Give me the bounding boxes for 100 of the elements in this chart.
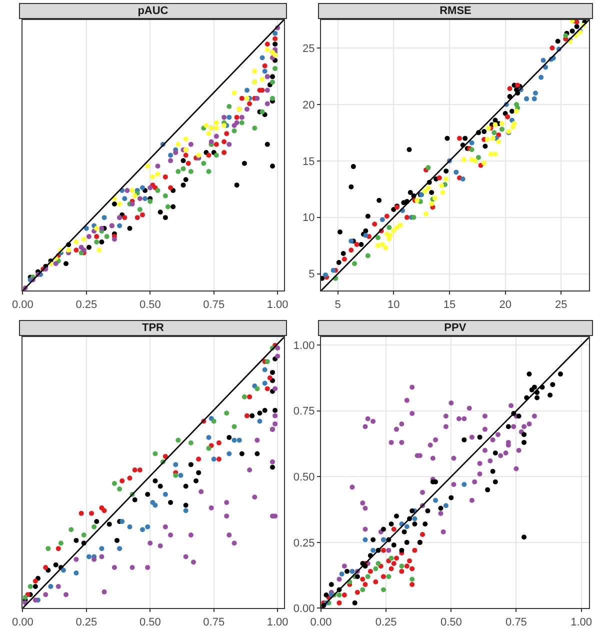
point	[158, 210, 163, 215]
point	[43, 592, 48, 598]
point	[127, 226, 132, 231]
point	[145, 164, 150, 169]
point	[404, 540, 410, 545]
point	[360, 587, 366, 592]
y-tick-label: 25	[302, 42, 315, 55]
point	[132, 497, 138, 502]
point	[534, 395, 540, 400]
x-tick-label: 0.50	[139, 298, 161, 311]
point	[216, 456, 222, 462]
point	[60, 568, 66, 573]
point	[496, 139, 502, 144]
point	[120, 478, 125, 484]
point	[56, 584, 61, 590]
point	[272, 386, 278, 392]
point	[53, 562, 58, 568]
point	[338, 230, 342, 235]
chart-title: PPV	[444, 322, 467, 334]
point	[137, 467, 142, 472]
point	[388, 566, 394, 572]
point	[376, 560, 381, 566]
point	[106, 522, 112, 527]
point	[499, 121, 504, 126]
point	[412, 548, 418, 553]
point	[162, 174, 168, 180]
point	[492, 479, 498, 484]
point	[507, 86, 512, 92]
point	[336, 600, 342, 606]
point	[214, 134, 219, 139]
y-tick-label: 15	[302, 156, 315, 168]
point	[68, 527, 74, 532]
y-tick-label: 0.00	[293, 603, 315, 616]
point	[272, 36, 278, 42]
point	[32, 598, 38, 603]
point	[262, 63, 268, 68]
point	[137, 206, 142, 212]
point	[180, 182, 186, 188]
point	[78, 510, 84, 516]
point	[239, 120, 244, 126]
point	[168, 185, 174, 190]
point	[370, 537, 376, 542]
point	[170, 204, 176, 210]
point	[440, 190, 446, 196]
point	[137, 196, 142, 202]
point	[81, 236, 86, 242]
point	[380, 242, 385, 247]
point	[186, 160, 191, 166]
point	[226, 142, 232, 147]
point	[264, 47, 270, 52]
point	[272, 66, 278, 72]
point	[32, 578, 38, 584]
point	[214, 126, 219, 131]
point	[178, 472, 184, 478]
point	[394, 556, 399, 561]
point	[444, 168, 449, 174]
point	[117, 486, 122, 492]
point	[58, 540, 64, 546]
point	[173, 462, 178, 468]
point	[180, 166, 186, 172]
point	[122, 196, 128, 202]
point	[399, 564, 404, 569]
point	[94, 518, 100, 524]
point	[264, 359, 270, 364]
point	[239, 114, 244, 120]
point	[388, 556, 394, 561]
chart-title: pAUC	[138, 5, 168, 17]
point	[270, 74, 275, 80]
point	[155, 164, 160, 169]
point	[436, 175, 442, 180]
point	[398, 222, 403, 228]
point	[548, 392, 553, 398]
point	[239, 451, 244, 456]
point	[127, 524, 132, 530]
point	[264, 101, 270, 106]
point	[162, 193, 168, 198]
point	[426, 165, 431, 170]
point	[214, 120, 219, 126]
point	[408, 190, 413, 196]
point	[64, 261, 69, 266]
point	[173, 150, 178, 156]
point	[532, 384, 537, 390]
point	[270, 80, 275, 85]
point	[342, 592, 347, 598]
point	[524, 96, 530, 102]
point	[457, 136, 462, 141]
point	[142, 196, 148, 202]
point	[46, 546, 51, 552]
point	[86, 554, 92, 560]
point	[196, 470, 202, 476]
point	[490, 468, 496, 474]
point	[226, 451, 232, 456]
point	[422, 188, 428, 194]
point	[404, 564, 410, 569]
point	[214, 142, 219, 147]
point	[234, 114, 240, 120]
x-tick-label: 0.50	[440, 616, 462, 628]
point	[222, 114, 227, 120]
point	[499, 126, 504, 132]
point	[211, 418, 216, 424]
